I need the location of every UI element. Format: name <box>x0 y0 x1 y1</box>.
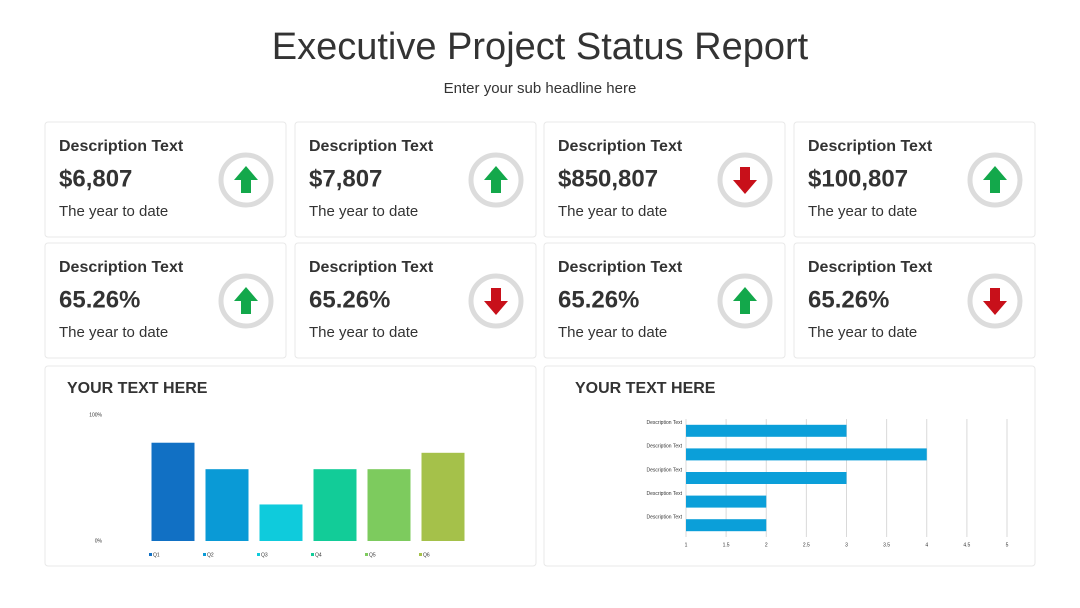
legend-swatch <box>365 553 368 556</box>
y-tick-label: Description Text <box>647 515 683 521</box>
card-caption: The year to date <box>808 324 917 341</box>
bar <box>421 452 465 541</box>
bar <box>686 424 847 437</box>
card-value: $7,807 <box>309 165 382 192</box>
legend-label: Q1 <box>153 552 160 558</box>
bar <box>205 469 249 541</box>
y-tick-label: Description Text <box>647 491 683 497</box>
legend-label: Q3 <box>261 552 268 558</box>
bar <box>367 469 411 541</box>
arrow-down <box>983 288 1007 315</box>
arrow-up <box>234 166 258 193</box>
arrow-up <box>484 166 508 193</box>
card-label: Description Text <box>808 259 933 276</box>
card-caption: The year to date <box>309 203 418 220</box>
card <box>543 121 786 238</box>
legend-label: Q2 <box>207 552 214 558</box>
chart-title: YOUR TEXT HERE <box>575 380 716 397</box>
bar <box>686 519 767 532</box>
card-label: Description Text <box>808 138 933 155</box>
x-tick-label: 5 <box>1006 542 1009 548</box>
legend-label: Q5 <box>369 552 376 558</box>
arrow-down <box>733 167 757 194</box>
arrow-up <box>733 287 757 314</box>
card-label: Description Text <box>59 259 184 276</box>
card-value: 65.26% <box>558 286 639 313</box>
card-label: Description Text <box>309 138 434 155</box>
bar <box>686 472 847 484</box>
arrow-up <box>983 166 1007 193</box>
x-tick-label: 1.5 <box>723 542 730 548</box>
card <box>294 242 537 359</box>
bar <box>686 448 927 461</box>
card <box>294 121 537 238</box>
card-caption: The year to date <box>808 203 917 220</box>
card-label: Description Text <box>558 259 683 276</box>
card-caption: The year to date <box>309 324 418 341</box>
bar <box>259 504 303 541</box>
legend-swatch <box>203 553 206 556</box>
card <box>793 121 1036 238</box>
card-caption: The year to date <box>59 324 168 341</box>
bar <box>151 442 195 541</box>
page-title: Executive Project Status Report <box>272 26 809 68</box>
card-value: 65.26% <box>808 286 889 313</box>
card <box>44 121 287 238</box>
card <box>793 242 1036 359</box>
y-tick-label: 100% <box>89 412 102 418</box>
card-value: 65.26% <box>309 286 390 313</box>
card-value: $6,807 <box>59 165 132 192</box>
bar <box>313 469 357 541</box>
y-tick-label: Description Text <box>647 444 683 450</box>
card-label: Description Text <box>558 138 683 155</box>
card-value: $850,807 <box>558 165 658 192</box>
x-tick-label: 3.5 <box>883 542 890 548</box>
card <box>44 242 287 359</box>
card-caption: The year to date <box>558 203 667 220</box>
arrow-up <box>234 287 258 314</box>
x-tick-label: 4.5 <box>963 542 970 548</box>
arrow-down <box>484 288 508 315</box>
legend-swatch <box>149 553 152 556</box>
legend-label: Q4 <box>315 552 322 558</box>
chart-panel <box>543 365 1036 567</box>
y-tick-label: Description Text <box>647 420 683 426</box>
legend-swatch <box>257 553 260 556</box>
y-tick-label: Description Text <box>647 467 683 473</box>
x-tick-label: 1 <box>685 542 688 548</box>
card-label: Description Text <box>59 138 184 155</box>
x-tick-label: 2 <box>765 542 768 548</box>
bar <box>686 495 767 508</box>
legend-swatch <box>419 553 422 556</box>
card <box>543 242 786 359</box>
x-tick-label: 4 <box>925 542 928 548</box>
card-caption: The year to date <box>59 203 168 220</box>
card-label: Description Text <box>309 259 434 276</box>
card-value: 65.26% <box>59 286 140 313</box>
x-tick-label: 3 <box>845 542 848 548</box>
card-caption: The year to date <box>558 324 667 341</box>
legend-label: Q6 <box>423 552 430 558</box>
page-subtitle: Enter your sub headline here <box>444 80 637 97</box>
y-tick-label: 0% <box>95 538 103 544</box>
chart-title: YOUR TEXT HERE <box>67 380 208 397</box>
card-value: $100,807 <box>808 165 908 192</box>
legend-swatch <box>311 553 314 556</box>
x-tick-label: 2.5 <box>803 542 810 548</box>
